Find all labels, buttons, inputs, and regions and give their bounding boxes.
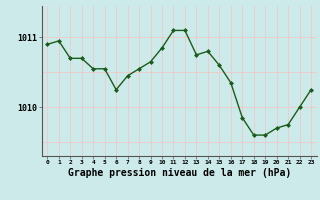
X-axis label: Graphe pression niveau de la mer (hPa): Graphe pression niveau de la mer (hPa) (68, 168, 291, 178)
